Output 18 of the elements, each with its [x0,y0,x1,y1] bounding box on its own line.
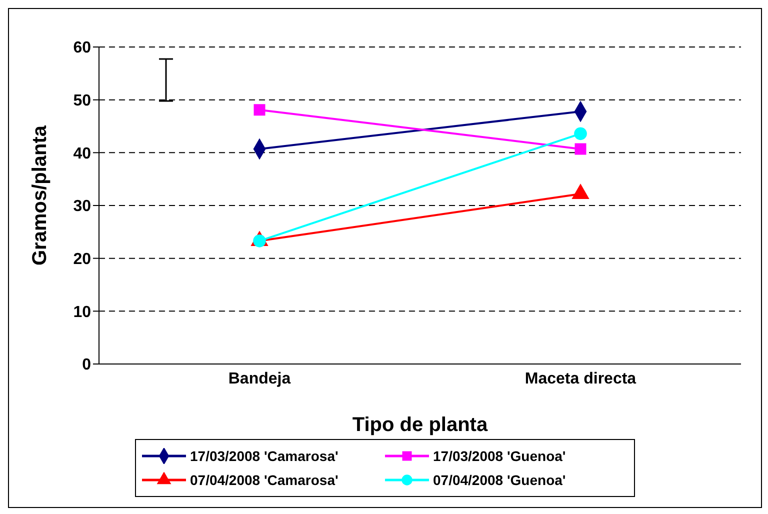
legend-label: 17/03/2008 'Guenoa' [433,448,566,464]
x-tick-label: Maceta directa [524,370,636,388]
y-tick-label: 60 [73,40,92,57]
point [574,143,586,155]
point [254,104,266,116]
legend-label: 17/03/2008 'Camarosa' [190,448,338,464]
y-tick-label: 50 [73,92,92,110]
legend-label: 07/04/2008 'Guenoa' [433,472,566,488]
legend-label: 07/04/2008 'Camarosa' [190,472,338,488]
y-tick-label: 40 [73,145,92,162]
y-tick-label: 20 [73,251,92,268]
x-tick-label: Bandeja [228,370,291,388]
y-tick-label: 30 [73,198,92,216]
point [574,127,587,140]
y-tick-label: 0 [82,356,92,374]
x-axis-title: Tipo de planta [352,414,488,436]
y-axis-title: Gramos/planta [29,124,52,266]
y-tick-label: 10 [73,304,92,321]
